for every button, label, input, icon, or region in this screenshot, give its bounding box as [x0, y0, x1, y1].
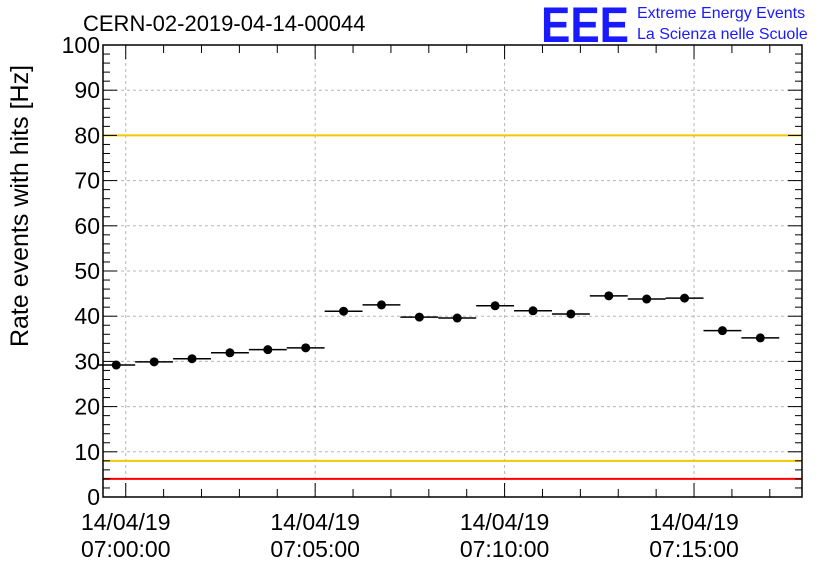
y-axis-label: Rate events with hits [Hz]: [6, 65, 34, 347]
y-tick-label: 40: [74, 303, 100, 329]
x-tick-label-time: 07:05:00: [270, 536, 360, 562]
y-tick-label: 50: [74, 258, 100, 284]
data-point: [566, 309, 576, 319]
data-point: [755, 333, 765, 343]
data-point: [149, 357, 159, 367]
y-tick-label: 10: [74, 439, 100, 465]
axis-ticks: [103, 44, 802, 498]
eee-logo: EEE Extreme Energy Events La Scienza nel…: [541, 0, 808, 53]
chart-title: CERN-02-2019-04-14-00044: [83, 11, 366, 36]
x-tick-label-date: 14/04/19: [460, 509, 550, 535]
x-tick-labels: 14/04/1907:00:0014/04/1907:05:0014/04/19…: [81, 509, 739, 562]
x-tick-label-time: 07:00:00: [81, 536, 171, 562]
x-tick-label-time: 07:15:00: [649, 536, 739, 562]
eee-logo-line1: Extreme Energy Events: [637, 5, 805, 22]
x-tick-label-date: 14/04/19: [649, 509, 739, 535]
y-tick-label: 60: [74, 213, 100, 239]
data-point: [604, 291, 614, 301]
y-tick-labels: 0 10 20 30 40 50 60 70 80 90 100: [62, 32, 100, 510]
data-points: [97, 291, 780, 370]
data-point: [414, 312, 424, 322]
data-point: [111, 360, 121, 370]
reference-lines: [103, 134, 802, 480]
data-point: [339, 306, 349, 316]
data-point: [376, 300, 386, 310]
eee-logo-letters: EEE: [541, 0, 629, 53]
y-tick-label: 70: [74, 168, 100, 194]
data-point: [642, 294, 652, 304]
grid-lines: [103, 45, 802, 497]
y-tick-label: 20: [74, 394, 100, 420]
eee-logo-line2: La Scienza nelle Scuole: [637, 26, 808, 43]
y-tick-label: 100: [62, 32, 100, 58]
x-tick-label-date: 14/04/19: [270, 509, 360, 535]
y-tick-label: 90: [74, 77, 100, 103]
data-point: [452, 313, 462, 323]
y-tick-label: 80: [74, 122, 100, 148]
data-point: [490, 301, 500, 311]
data-point: [301, 343, 311, 353]
y-tick-label: 30: [74, 348, 100, 374]
y-tick-label: 0: [87, 484, 100, 510]
data-point: [717, 326, 727, 336]
x-tick-label-date: 14/04/19: [81, 509, 171, 535]
data-point: [187, 354, 197, 364]
x-tick-label-time: 07:10:00: [460, 536, 550, 562]
data-point: [680, 293, 690, 303]
data-point: [225, 348, 235, 358]
data-point: [263, 345, 273, 355]
data-point: [528, 306, 538, 316]
